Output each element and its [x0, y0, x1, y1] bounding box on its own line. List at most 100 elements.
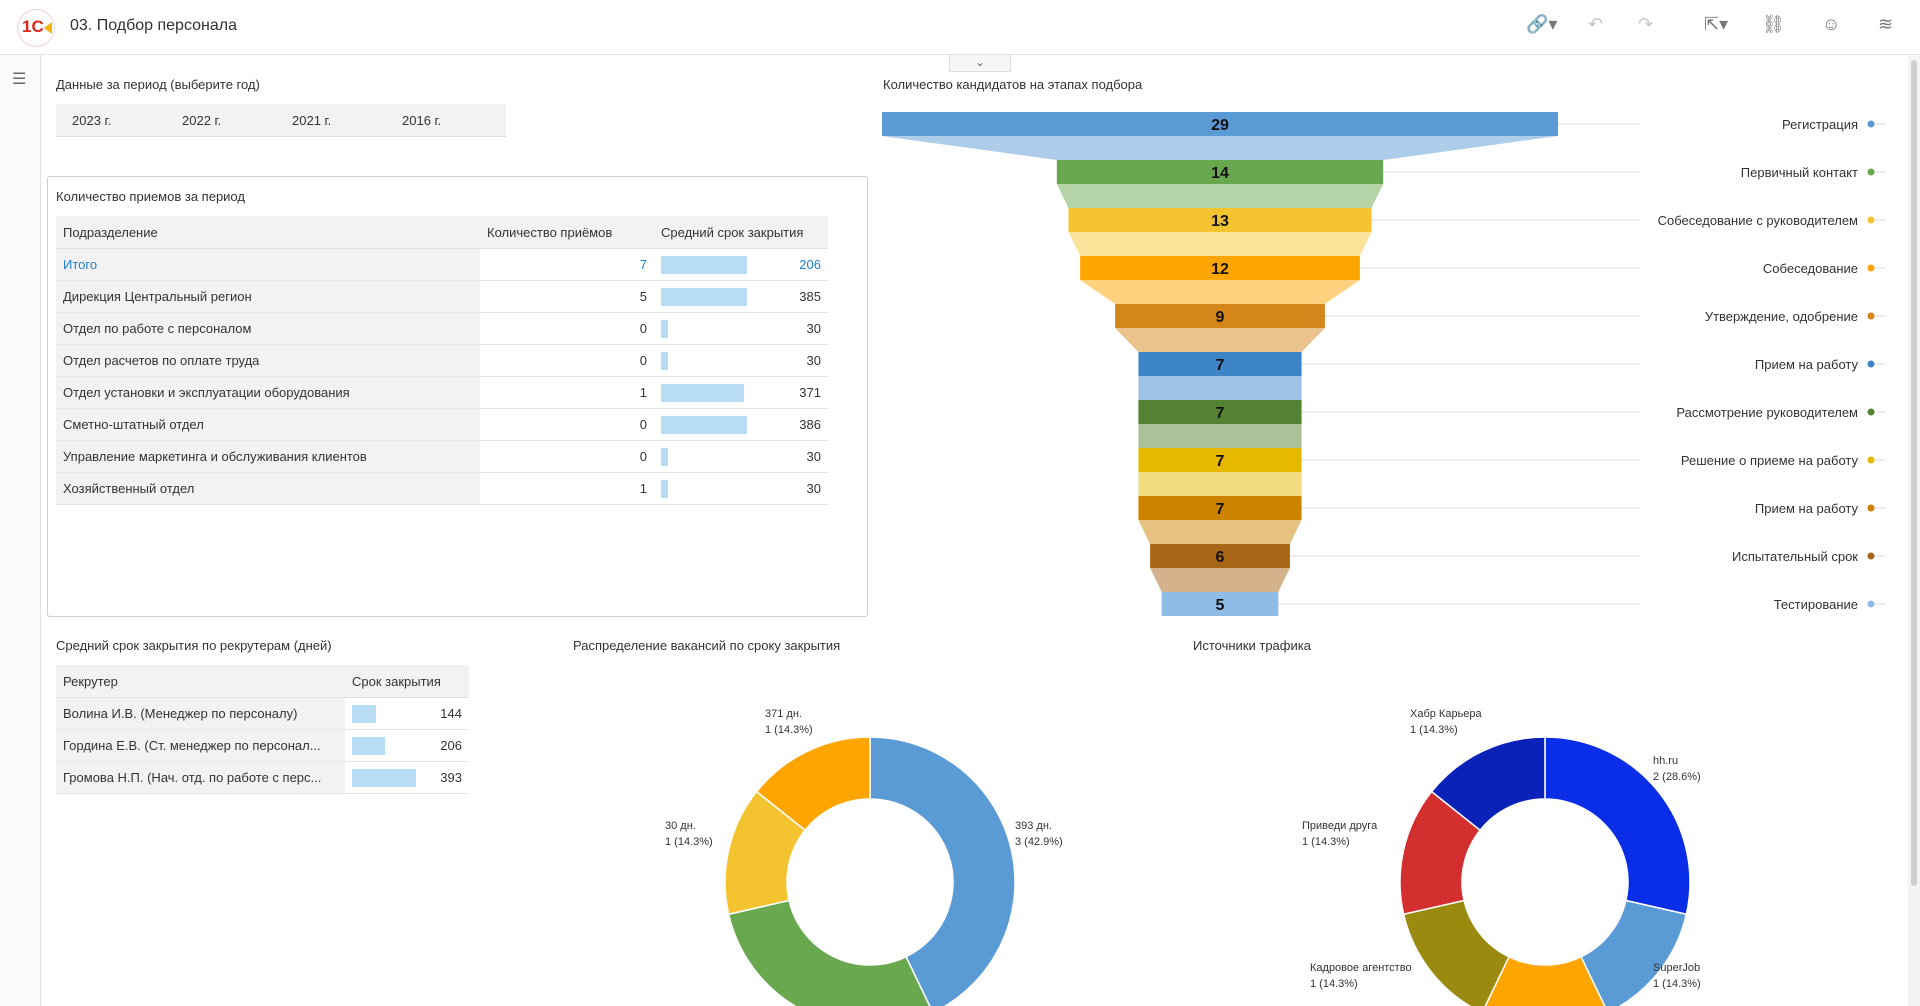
table-row[interactable]: Громова Н.П. (Нач. отд. по работе с перс…: [56, 761, 469, 794]
funnel-bar[interactable]: [1056, 160, 1384, 184]
count-cell[interactable]: 1: [480, 376, 654, 409]
avg-bar: [661, 351, 668, 370]
avg-cell[interactable]: 371: [654, 376, 828, 409]
funnel-bar[interactable]: [1161, 592, 1279, 616]
closing-bar: [352, 704, 376, 723]
table-row[interactable]: Сметно-штатный отдел 0 386: [56, 408, 828, 441]
funnel-connector: [1068, 232, 1372, 256]
col-recruiter[interactable]: Рекрутер: [56, 665, 345, 698]
label-bg: [1640, 258, 1870, 278]
slice-value: 1 (14.3%): [665, 836, 713, 848]
donut-slice[interactable]: [1544, 736, 1691, 916]
recruiter-cell[interactable]: Гордина Е.В. (Ст. менеджер по персонал..…: [56, 729, 345, 762]
collapse-toggle[interactable]: ⌄: [949, 55, 1011, 72]
donut-slice[interactable]: [755, 736, 871, 832]
avg-value: 30: [806, 449, 821, 464]
funnel-label: Собеседование: [1763, 261, 1858, 276]
funnel-label: Прием на работу: [1755, 501, 1859, 516]
year-2022[interactable]: 2022 г.: [182, 113, 222, 128]
count-cell[interactable]: 7: [480, 248, 654, 281]
recruiter-cell[interactable]: Волина И.В. (Менеджер по персоналу): [56, 697, 345, 730]
table-row[interactable]: Итого 7 206: [56, 248, 828, 281]
funnel-value: 7: [1216, 453, 1225, 470]
undo-icon[interactable]: ↶: [1588, 14, 1604, 34]
hires-table: Подразделение Количество приёмов Средний…: [56, 216, 828, 505]
funnel-value: 14: [1211, 165, 1229, 182]
count-cell[interactable]: 1: [480, 472, 654, 505]
table-row[interactable]: Гордина Е.В. (Ст. менеджер по персонал..…: [56, 729, 469, 762]
col-count[interactable]: Количество приёмов: [480, 216, 654, 249]
table-row[interactable]: Отдел установки и эксплуатации оборудова…: [56, 376, 828, 409]
donut-slice[interactable]: [1580, 899, 1688, 1006]
funnel-bar[interactable]: [1115, 304, 1325, 328]
avg-cell[interactable]: 30: [654, 440, 828, 473]
avg-cell[interactable]: 30: [654, 472, 828, 505]
table-row[interactable]: Хозяйственный отдел 1 30: [56, 472, 828, 505]
open-external-icon[interactable]: ⇱▾: [1704, 14, 1729, 34]
col-closing[interactable]: Срок закрытия: [345, 665, 469, 698]
dept-cell[interactable]: Сметно-штатный отдел: [56, 408, 480, 441]
avg-value: 371: [799, 385, 821, 400]
dept-cell[interactable]: Хозяйственный отдел: [56, 472, 480, 505]
funnel-value: 13: [1211, 213, 1229, 230]
closing-cell[interactable]: 393: [345, 761, 469, 794]
funnel-bar[interactable]: [1068, 208, 1372, 232]
funnel-bar[interactable]: [1138, 448, 1302, 472]
slice-value: 2 (28.6%): [1653, 771, 1701, 783]
dept-cell[interactable]: Отдел расчетов по оплате труда: [56, 344, 480, 377]
recruiter-cell[interactable]: Громова Н.П. (Нач. отд. по работе с перс…: [56, 761, 345, 794]
funnel-bar[interactable]: [1150, 544, 1290, 568]
year-2023[interactable]: 2023 г.: [72, 113, 112, 128]
funnel-bar[interactable]: [1080, 256, 1360, 280]
closing-bar: [352, 736, 385, 755]
table-row[interactable]: Отдел расчетов по оплате труда 0 30: [56, 344, 828, 377]
count-cell[interactable]: 0: [480, 408, 654, 441]
count-cell[interactable]: 0: [480, 312, 654, 345]
col-avg[interactable]: Средний срок закрытия: [654, 216, 828, 249]
donut-slice[interactable]: [1482, 955, 1608, 1006]
year-2016[interactable]: 2016 г.: [402, 113, 442, 128]
redo-icon[interactable]: ↷: [1638, 14, 1654, 34]
count-cell[interactable]: 0: [480, 440, 654, 473]
avg-cell[interactable]: 386: [654, 408, 828, 441]
donut-slice[interactable]: [727, 899, 933, 1006]
table-row[interactable]: Управление маркетинга и обслуживания кли…: [56, 440, 828, 473]
table-row[interactable]: Отдел по работе с персоналом 0 30: [56, 312, 828, 345]
avg-cell[interactable]: 30: [654, 344, 828, 377]
table-row[interactable]: Волина И.В. (Менеджер по персоналу) 144: [56, 697, 469, 730]
dept-cell[interactable]: Отдел по работе с персоналом: [56, 312, 480, 345]
feedback-icon[interactable]: ☺: [1822, 14, 1841, 34]
col-dept[interactable]: Подразделение: [56, 216, 480, 249]
donut-slice[interactable]: [1402, 899, 1510, 1006]
slice-value: 1 (14.3%): [1410, 724, 1458, 736]
label-bg: [1640, 162, 1870, 182]
funnel-bar[interactable]: [882, 112, 1558, 136]
donut-slice[interactable]: [1430, 736, 1546, 832]
funnel-value: 7: [1216, 501, 1225, 518]
funnel-bar[interactable]: [1138, 496, 1302, 520]
count-cell[interactable]: 0: [480, 344, 654, 377]
avg-cell[interactable]: 206: [654, 248, 828, 281]
funnel-bar[interactable]: [1138, 352, 1302, 376]
menu-icon[interactable]: ≋: [1878, 14, 1894, 34]
list-icon[interactable]: ☰: [12, 71, 27, 88]
count-cell[interactable]: 5: [480, 280, 654, 313]
copy-link-icon[interactable]: ⛓: [1762, 14, 1785, 34]
year-2021[interactable]: 2021 г.: [292, 113, 332, 128]
dept-cell[interactable]: Итого: [56, 248, 480, 281]
avg-bar: [661, 479, 668, 498]
dept-cell[interactable]: Управление маркетинга и обслуживания кли…: [56, 440, 480, 473]
link-menu-icon[interactable]: 🔗▾: [1526, 14, 1558, 34]
dept-cell[interactable]: Дирекция Центральный регион: [56, 280, 480, 313]
app-logo[interactable]: 1С: [18, 10, 54, 46]
donut-slice[interactable]: [869, 736, 1016, 1006]
avg-cell[interactable]: 30: [654, 312, 828, 345]
table-row[interactable]: Дирекция Центральный регион 5 385: [56, 280, 828, 313]
funnel-bar[interactable]: [1138, 400, 1302, 424]
avg-cell[interactable]: 385: [654, 280, 828, 313]
recruiters-table: Рекрутер Срок закрытия Волина И.В. (Мене…: [56, 665, 469, 794]
closing-cell[interactable]: 206: [345, 729, 469, 762]
closing-cell[interactable]: 144: [345, 697, 469, 730]
dept-cell[interactable]: Отдел установки и эксплуатации оборудова…: [56, 376, 480, 409]
scrollbar[interactable]: [1908, 56, 1920, 1006]
